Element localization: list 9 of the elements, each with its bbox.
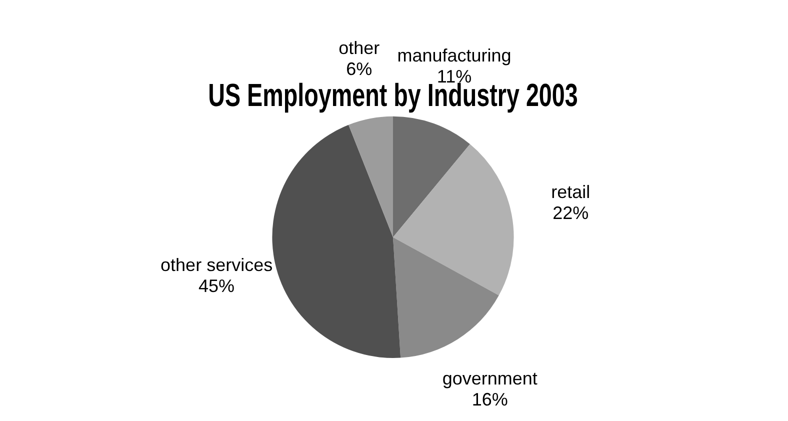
data-label: 22% — [552, 202, 589, 223]
slice-label: government — [442, 368, 538, 388]
data-label: 45% — [198, 276, 235, 296]
data-label: 16% — [472, 389, 508, 410]
slice-label: manufacturing — [397, 46, 512, 66]
slice-label: other services — [160, 255, 273, 276]
slice-label: other — [338, 38, 380, 58]
slice-label: retail — [551, 182, 590, 202]
data-label: 6% — [346, 59, 372, 80]
